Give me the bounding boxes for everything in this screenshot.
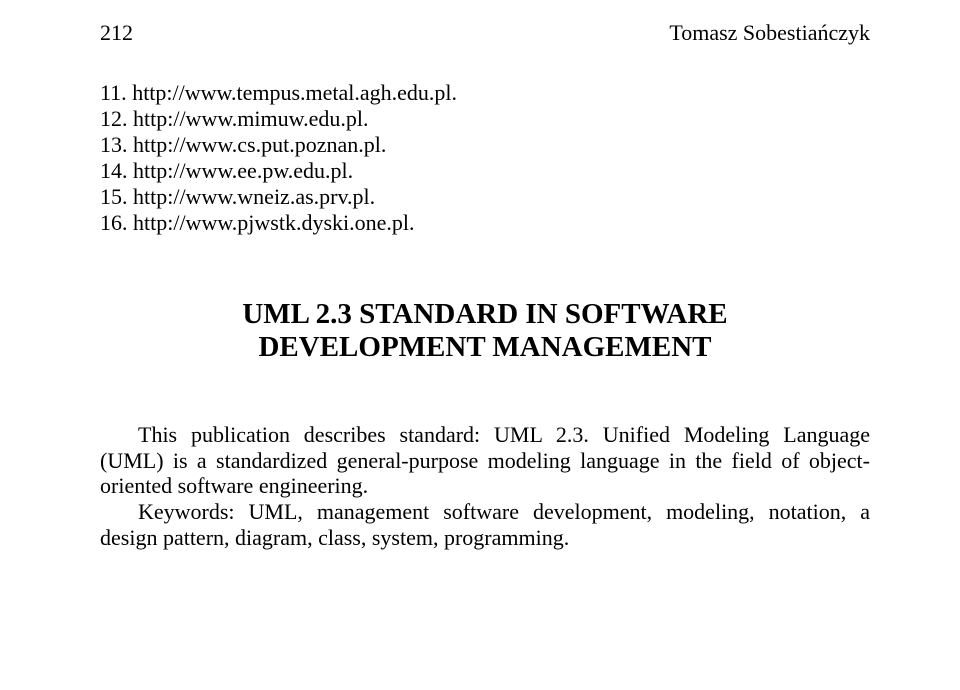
- reference-item: 11. http://www.tempus.metal.agh.edu.pl.: [100, 80, 870, 106]
- reference-item: 14. http://www.ee.pw.edu.pl.: [100, 158, 870, 184]
- reference-number: 13.: [100, 132, 128, 157]
- abstract-block: This publication describes standard: UML…: [100, 422, 870, 551]
- reference-number: 14.: [100, 158, 128, 183]
- reference-number: 15.: [100, 184, 128, 209]
- reference-number: 12.: [100, 106, 128, 131]
- reference-url: http://www.cs.put.poznan.pl.: [133, 132, 386, 157]
- reference-url: http://www.tempus.metal.agh.edu.pl.: [132, 80, 457, 105]
- title-line-1: UML 2.3 STANDARD IN SOFTWARE: [100, 298, 870, 331]
- page-number: 212: [100, 20, 133, 46]
- reference-item: 12. http://www.mimuw.edu.pl.: [100, 106, 870, 132]
- reference-item: 13. http://www.cs.put.poznan.pl.: [100, 132, 870, 158]
- page-header: 212 Tomasz Sobestiańczyk: [100, 20, 870, 46]
- reference-item: 16. http://www.pjwstk.dyski.one.pl.: [100, 210, 870, 236]
- reference-url: http://www.wneiz.as.prv.pl.: [133, 184, 375, 209]
- reference-number: 11.: [100, 80, 127, 105]
- reference-number: 16.: [100, 210, 128, 235]
- title-line-2: DEVELOPMENT MANAGEMENT: [100, 331, 870, 364]
- reference-list: 11. http://www.tempus.metal.agh.edu.pl. …: [100, 80, 870, 236]
- reference-item: 15. http://www.wneiz.as.prv.pl.: [100, 184, 870, 210]
- abstract-paragraph: This publication describes standard: UML…: [100, 422, 870, 499]
- keywords-paragraph: Keywords: UML, management software devel…: [100, 499, 870, 550]
- reference-url: http://www.pjwstk.dyski.one.pl.: [133, 210, 415, 235]
- reference-url: http://www.mimuw.edu.pl.: [133, 106, 368, 131]
- article-title: UML 2.3 STANDARD IN SOFTWARE DEVELOPMENT…: [100, 298, 870, 364]
- document-page: 212 Tomasz Sobestiańczyk 11. http://www.…: [0, 0, 960, 570]
- reference-url: http://www.ee.pw.edu.pl.: [133, 158, 353, 183]
- author-name: Tomasz Sobestiańczyk: [669, 20, 870, 46]
